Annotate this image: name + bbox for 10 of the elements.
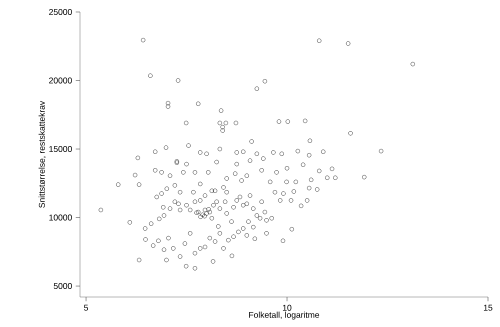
x-axis-title: Folketall, logaritme (249, 312, 320, 320)
x-tick-label: 5 (84, 304, 88, 311)
y-tick-label: 10000 (49, 214, 72, 221)
y-tick-label: 25000 (49, 9, 72, 15)
x-tick-label: 10 (282, 304, 292, 311)
y-tick-label: 5000 (54, 283, 72, 290)
y-tick-label: 15000 (49, 146, 72, 152)
y-axis-title: Snittstørrelse, restskattekrav (38, 100, 46, 208)
y-tick-label: 20000 (49, 78, 72, 84)
x-tick-label: 15 (484, 304, 492, 311)
